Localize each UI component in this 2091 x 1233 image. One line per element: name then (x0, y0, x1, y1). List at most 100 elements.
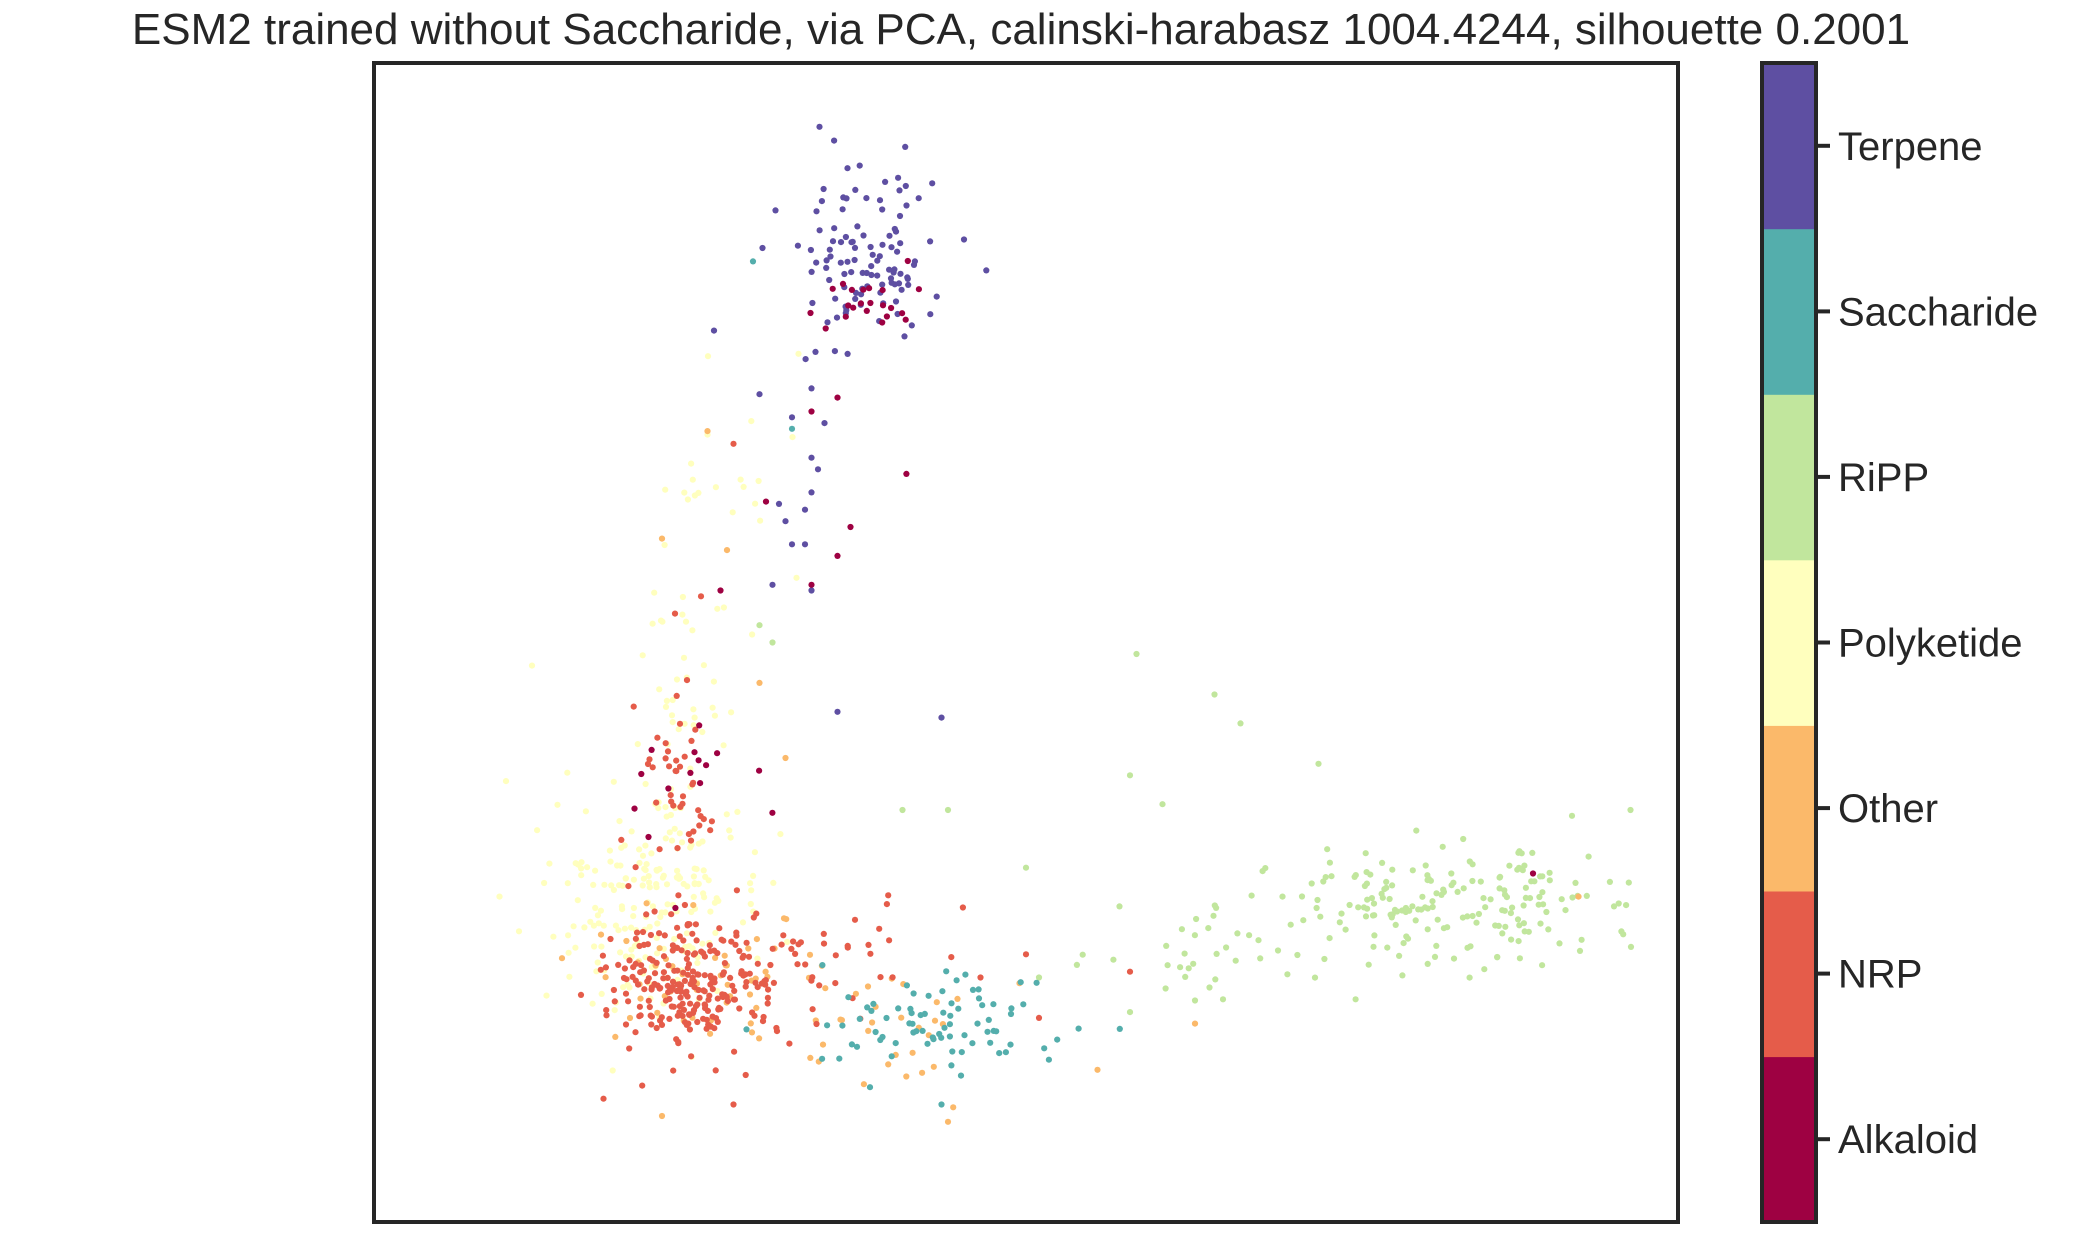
point-nrp-118 (714, 995, 721, 1002)
point-polyketide-54 (630, 876, 638, 883)
point-ripp-145 (1499, 930, 1506, 937)
point-nrp-10 (686, 1026, 694, 1033)
point-ripp-80 (1314, 896, 1321, 904)
point-ripp-91 (1473, 919, 1480, 926)
colorbar-swatch-other (1762, 725, 1816, 892)
point-polyketide-31 (621, 842, 628, 849)
point-ripp-222 (1237, 720, 1244, 727)
point-nrp-320 (867, 950, 874, 957)
point-polyketide-184 (654, 950, 661, 957)
point-nrp-186 (661, 932, 668, 939)
point-saccharide-77 (853, 1043, 861, 1050)
colorbar-swatch-nrp (1762, 890, 1816, 1058)
point-terpene-91 (895, 280, 903, 287)
point-ripp-42 (1431, 953, 1439, 961)
point-ripp-98 (1440, 925, 1447, 932)
point-polyketide-35 (747, 880, 754, 887)
point-polyketide-97 (594, 959, 601, 966)
point-other-88 (658, 1112, 666, 1120)
point-nrp-163 (610, 986, 618, 994)
point-terpene-49 (843, 307, 850, 314)
point-ripp-20 (1537, 920, 1544, 927)
point-other-57 (898, 1014, 905, 1021)
point-polyketide-214 (669, 696, 676, 704)
point-ripp-225 (1159, 801, 1166, 808)
point-polyketide-41 (770, 879, 777, 887)
point-nrp-234 (701, 972, 708, 979)
point-terpene-48 (818, 198, 826, 205)
point-polyketide-166 (601, 881, 608, 888)
point-terpene-103 (896, 212, 904, 220)
point-nrp-289 (851, 916, 859, 923)
point-saccharide-43 (910, 990, 917, 997)
point-terpene-4 (809, 299, 816, 307)
point-polyketide-98 (680, 880, 687, 888)
point-ripp-123 (1448, 870, 1455, 877)
point-polyketide-164 (747, 900, 754, 908)
point-nrp-173 (646, 955, 654, 962)
point-nrp-309 (844, 942, 851, 950)
point-nrp-302 (948, 954, 955, 961)
point-nrp-231 (634, 929, 641, 936)
point-nrp-171 (693, 937, 700, 944)
point-nrp-196 (677, 994, 684, 1001)
point-ripp-151 (1475, 910, 1482, 918)
plot-area-frame (372, 61, 1680, 1224)
point-nrp-91 (720, 937, 727, 944)
point-polyketide-132 (550, 933, 557, 940)
point-nrp-323 (885, 892, 892, 899)
point-ripp-114 (1572, 879, 1579, 887)
point-alkaloid-9 (822, 325, 829, 332)
point-terpene-61 (808, 268, 815, 275)
point-terpene-95 (829, 238, 837, 245)
point-polyketide-235 (662, 703, 670, 711)
point-ripp-86 (1381, 886, 1388, 893)
point-nrp-87 (626, 1045, 633, 1052)
point-terpene-120 (801, 541, 809, 548)
point-nrp-215 (621, 965, 629, 972)
point-ripp-119 (1326, 859, 1333, 866)
point-terpene-30 (824, 319, 831, 326)
point-ripp-183 (1284, 971, 1291, 978)
point-saccharide-25 (868, 1007, 875, 1015)
point-polyketide-197 (630, 904, 638, 912)
point-ripp-109 (1506, 862, 1513, 869)
point-polyketide-212 (642, 780, 649, 788)
point-polyketide-92 (662, 835, 669, 842)
point-nrp-22 (602, 964, 610, 971)
point-terpene-114 (814, 466, 822, 473)
point-other-75 (748, 1029, 756, 1036)
point-saccharide-41 (903, 982, 911, 989)
point-terpene-63 (860, 232, 867, 239)
point-alkaloid-0 (860, 286, 867, 293)
point-ripp-221 (1211, 691, 1218, 698)
point-polyketide-217 (728, 709, 735, 716)
point-nrp-138 (635, 981, 642, 988)
point-ripp-121 (1520, 920, 1527, 927)
point-nrp-120 (760, 1013, 767, 1021)
point-ripp-193 (1294, 951, 1301, 959)
point-ripp-208 (1308, 880, 1315, 887)
point-ripp-199 (1338, 910, 1345, 917)
point-polyketide-219 (659, 618, 666, 625)
point-ripp-197 (1164, 962, 1171, 969)
point-alkaloid-5 (879, 287, 886, 294)
point-ripp-25 (1346, 901, 1353, 909)
point-saccharide-10 (925, 992, 932, 999)
point-nrp-236 (721, 960, 729, 967)
point-nrp-253 (688, 737, 695, 745)
point-saccharide-40 (940, 1009, 947, 1016)
point-nrp-144 (778, 941, 785, 948)
point-ripp-13 (1370, 943, 1377, 950)
point-other-43 (712, 954, 719, 962)
point-nrp-219 (786, 1040, 793, 1047)
point-nrp-278 (674, 845, 681, 852)
point-polyketide-135 (646, 879, 653, 886)
point-nrp-330 (977, 974, 984, 981)
point-polyketide-241 (793, 574, 800, 581)
point-nrp-221 (626, 957, 633, 964)
point-saccharide-14 (948, 1062, 955, 1069)
point-polyketide-156 (610, 886, 618, 894)
point-polyketide-157 (619, 906, 626, 913)
point-polyketide-116 (648, 850, 655, 857)
